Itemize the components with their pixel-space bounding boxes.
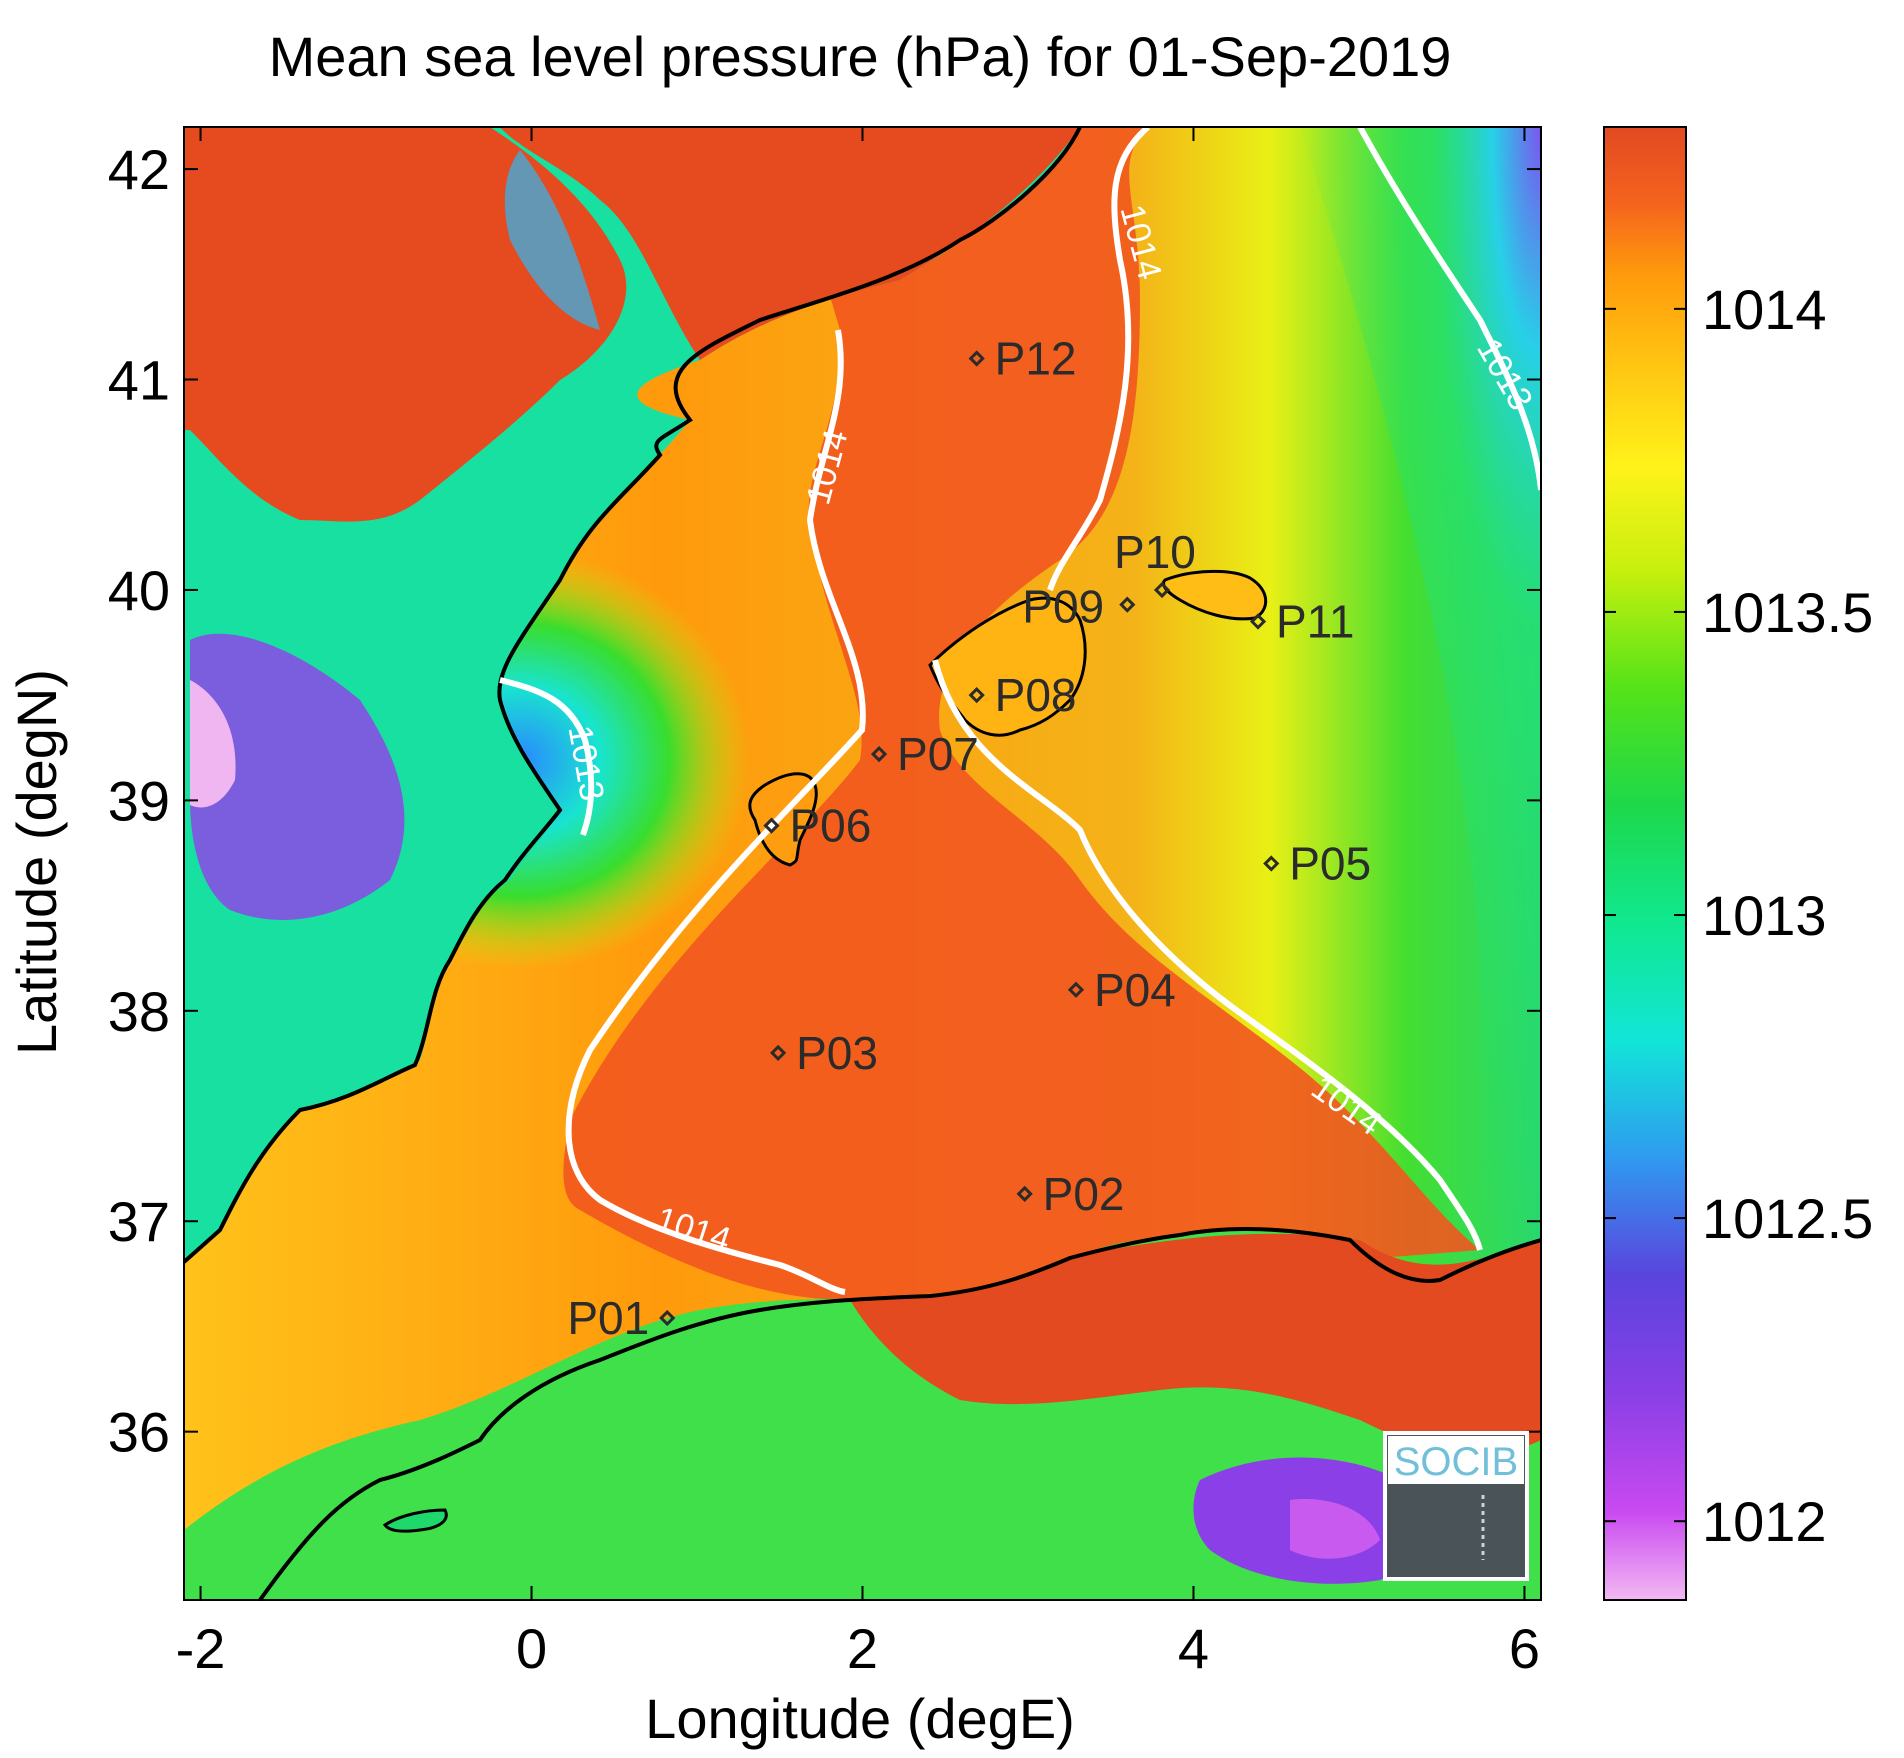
- y-tick-label: 38: [108, 980, 170, 1043]
- colorbar-tick-label: 1014: [1702, 278, 1827, 341]
- station-label: P09: [1022, 581, 1104, 633]
- east-low-region: [1300, 127, 1541, 1250]
- africa-interior-pink: [1290, 1499, 1380, 1559]
- station-marker: [870, 745, 888, 763]
- chart-title: Mean sea level pressure (hPa) for 01-Sep…: [269, 25, 1452, 88]
- socib-logo-text: SOCIB: [1394, 1440, 1518, 1484]
- high-pressure-region: [563, 127, 1480, 1300]
- y-tick-label: 39: [108, 769, 170, 832]
- socib-logo: SOCIB: [1383, 1431, 1529, 1581]
- station-marker: [1153, 581, 1171, 599]
- colorbar-tick-label: 1012: [1702, 1490, 1827, 1553]
- x-tick-label: -2: [176, 1617, 226, 1680]
- station-marker: [968, 350, 985, 367]
- y-tick-label: 41: [108, 349, 170, 412]
- iberia-interior-high: [184, 127, 1080, 522]
- y-tick-label: 42: [108, 138, 170, 201]
- station-label: P04: [1094, 964, 1176, 1016]
- station-label: P08: [995, 669, 1077, 721]
- alboran-island: [382, 1508, 448, 1533]
- station-label: P12: [995, 332, 1077, 384]
- station-marker: [1249, 613, 1267, 630]
- station-marker: [769, 1044, 787, 1062]
- x-tick-label: 4: [1178, 1617, 1209, 1680]
- iberia-interior-pink: [190, 680, 236, 808]
- station-marker: [763, 817, 780, 834]
- africa-coastline: [258, 1226, 1541, 1600]
- y-tick-label: 40: [108, 559, 170, 622]
- colorbar-tick-label: 1012.5: [1702, 1187, 1873, 1250]
- isobar-1014-west: [565, 329, 866, 1295]
- x-tick-label: 0: [516, 1617, 547, 1680]
- x-tick-label: 6: [1509, 1617, 1540, 1680]
- station-label: P01: [567, 1292, 649, 1344]
- station-marker: [1263, 855, 1280, 872]
- station-marker: [1067, 981, 1085, 998]
- station-marker: [1016, 1185, 1033, 1202]
- isobar-1014-east: [932, 127, 1483, 1251]
- station-marker: [659, 1309, 676, 1327]
- station-label: P10: [1114, 526, 1196, 578]
- colorbar: [1603, 126, 1687, 1601]
- isobar-contours: [499, 127, 1541, 1295]
- colorbar-tick-label: 1013.5: [1702, 581, 1873, 644]
- x-tick-label: 2: [847, 1617, 878, 1680]
- x-axis-label: Longitude (degE): [645, 1687, 1075, 1750]
- iberia-cyan-band: [504, 150, 600, 330]
- colorbar-tick-label: 1013: [1702, 884, 1827, 947]
- station-marker: [968, 687, 985, 704]
- y-axis-label: Latitude (degN): [5, 669, 68, 1055]
- station-marker: [1119, 596, 1136, 613]
- station-label: P03: [796, 1027, 878, 1079]
- station-label: P11: [1276, 596, 1354, 648]
- iberia-coastline: [184, 127, 1082, 1264]
- y-tick-label: 36: [108, 1401, 170, 1464]
- x-axis: -2 0 2 4 6: [176, 127, 1540, 1680]
- isobar-1013-valencia: [499, 677, 595, 837]
- y-tick-label: 37: [108, 1190, 170, 1253]
- africa-interior-high: [850, 1233, 1541, 1455]
- station-label: P07: [897, 728, 979, 780]
- iberia-interior-low: [190, 633, 405, 920]
- station-label: P06: [789, 800, 871, 852]
- y-axis: 36 37 38 39 40 41 42: [108, 138, 1541, 1464]
- station-label: P02: [1043, 1168, 1125, 1220]
- mallorca-island: [928, 596, 1087, 737]
- isobar-1013-northeast: [1357, 127, 1541, 491]
- station-label: P05: [1289, 838, 1371, 890]
- colorbar-ticks: 1012 1012.5 1013 1013.5 1014: [1604, 278, 1873, 1553]
